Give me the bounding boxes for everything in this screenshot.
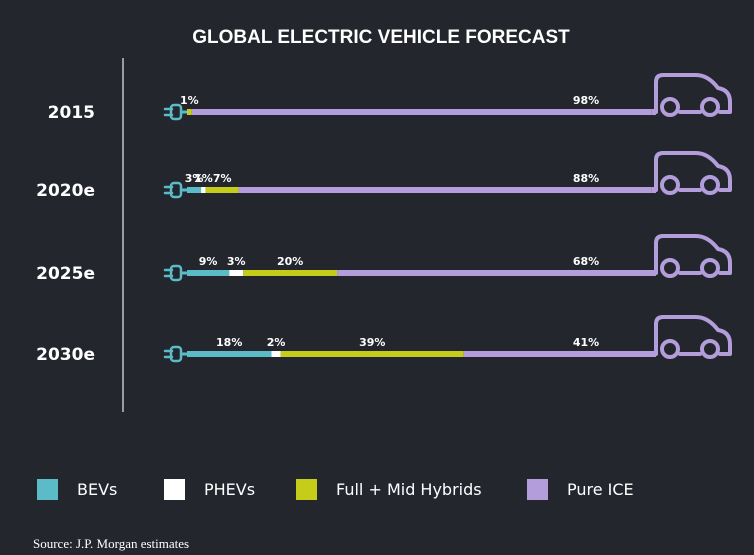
car-icon (654, 315, 732, 359)
plug-icon (163, 181, 187, 199)
row-2015: 2015 1% 98% (48, 73, 732, 123)
row-2025e: 2025e 9% 3% 20% 68% (36, 234, 732, 284)
plug-icon (163, 345, 187, 363)
category-label: 2030e (36, 345, 95, 365)
source-note: Source: J.P. Morgan estimates (33, 536, 189, 551)
data-label: 39% (359, 336, 385, 349)
data-label: 68% (573, 255, 599, 268)
bar-segment-pure-ice (463, 351, 656, 357)
data-label: 98% (573, 94, 599, 107)
bar-segment-full-mid-hybrids (243, 270, 338, 276)
bar-segment-pure-ice-tail (651, 109, 656, 115)
bar-segment-full-mid-hybrids (280, 351, 464, 357)
data-label: 2% (267, 336, 286, 349)
bar-segment-pure-ice (191, 109, 652, 115)
bar-segment-phevs (229, 270, 244, 276)
row-2030e: 2030e 18% 2% 39% 41% (36, 315, 732, 365)
data-label: 20% (277, 255, 303, 268)
legend-label: Pure ICE (567, 480, 634, 499)
legend-swatch (37, 479, 58, 500)
legend-swatch (164, 479, 185, 500)
car-icon (654, 73, 732, 117)
bar-segment-pure-ice (337, 270, 656, 276)
category-label: 2020e (36, 181, 95, 201)
data-label: 1% (194, 172, 213, 185)
plug-icon (163, 103, 187, 121)
legend-item-bevs: BEVs (37, 479, 117, 500)
car-icon (654, 151, 732, 195)
data-label: 18% (216, 336, 242, 349)
row-2020e: 2020e 3%1% 7% 88% (36, 151, 732, 201)
data-label: 1% (180, 94, 199, 107)
legend-label: Full + Mid Hybrids (336, 480, 482, 499)
data-label: 3% (185, 172, 204, 185)
category-label: 2025e (36, 264, 95, 284)
category-label: 2015 (48, 103, 95, 123)
bar-segment-phevs (201, 187, 206, 193)
plug-icon (163, 264, 187, 282)
legend-swatch (296, 479, 317, 500)
data-label: 7% (213, 172, 232, 185)
chart-title: GLOBAL ELECTRIC VEHICLE FORECAST (192, 27, 570, 48)
bar-segment-pure-ice (238, 187, 652, 193)
data-label: 88% (573, 172, 599, 185)
legend-swatch (527, 479, 548, 500)
legend-item-phevs: PHEVs (164, 479, 255, 500)
legend-label: BEVs (77, 480, 117, 499)
legend-item-pure-ice: Pure ICE (527, 479, 634, 500)
bar-segment-pure-ice-tail (651, 187, 656, 193)
data-label: 3% (227, 255, 246, 268)
data-label: 9% (199, 255, 218, 268)
bar-segment-bevs (187, 270, 230, 276)
data-label: 41% (573, 336, 599, 349)
bar-segment-phevs (271, 351, 281, 357)
bar-segment-bevs (187, 187, 202, 193)
car-icon (654, 234, 732, 278)
bar-segment-full-mid-hybrids (187, 109, 192, 115)
bar-segment-bevs (187, 351, 272, 357)
chart-legend: BEVs PHEVs Full + Mid Hybrids Pure ICE (37, 479, 634, 500)
bar-segment-full-mid-hybrids (205, 187, 239, 193)
legend-item-full-mid-hybrids: Full + Mid Hybrids (296, 479, 482, 500)
legend-label: PHEVs (204, 480, 255, 499)
